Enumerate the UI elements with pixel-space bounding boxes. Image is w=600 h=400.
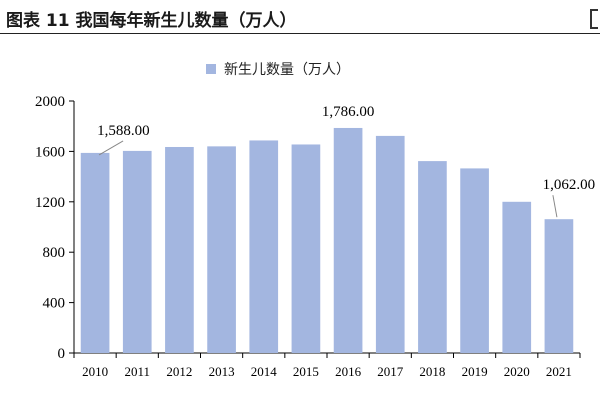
y-tick-label: 800 <box>43 245 66 261</box>
x-tick-label: 2014 <box>251 364 278 379</box>
bar <box>207 146 236 353</box>
x-tick-label: 2018 <box>419 364 445 379</box>
y-tick-label: 1600 <box>35 144 65 160</box>
bar <box>80 152 110 353</box>
y-tick-label: 1200 <box>35 195 65 211</box>
bar <box>165 146 194 353</box>
data-label: 1,786.00 <box>322 104 375 120</box>
data-label: 1,062.00 <box>543 177 596 193</box>
bar <box>249 140 279 353</box>
figure-title: 图表 11 我国每年新生儿数量（万人） <box>6 11 297 31</box>
title-rule <box>0 33 600 34</box>
chart-header: 图表 11 我国每年新生儿数量（万人） <box>0 0 600 34</box>
x-tick-label: 2015 <box>293 364 319 379</box>
y-tick-label: 2000 <box>35 94 65 110</box>
legend-swatch <box>206 64 216 74</box>
x-tick-label: 2010 <box>82 364 108 379</box>
legend-label: 新生儿数量（万人） <box>224 62 350 78</box>
bar <box>291 144 321 353</box>
bar <box>460 168 489 353</box>
x-tick-label: 2020 <box>504 364 530 379</box>
bar <box>418 161 447 353</box>
x-tick-label: 2012 <box>166 364 192 379</box>
x-tick-label: 2013 <box>209 364 235 379</box>
x-tick-label: 2011 <box>124 364 150 379</box>
bar <box>502 201 532 353</box>
data-label: 1,588.00 <box>97 123 150 139</box>
x-tick-label: 2021 <box>546 364 572 379</box>
corner-bracket <box>590 9 598 29</box>
leader-line <box>98 140 124 156</box>
x-tick-label: 2019 <box>462 364 488 379</box>
bar <box>333 127 363 354</box>
bar <box>544 219 574 353</box>
y-tick-label: 400 <box>43 296 66 312</box>
bar <box>122 150 152 353</box>
x-tick-label: 2016 <box>335 364 362 379</box>
y-tick-label: 0 <box>58 346 66 362</box>
leader-line <box>552 195 558 218</box>
bar <box>375 135 405 353</box>
x-tick-label: 2017 <box>377 364 404 379</box>
